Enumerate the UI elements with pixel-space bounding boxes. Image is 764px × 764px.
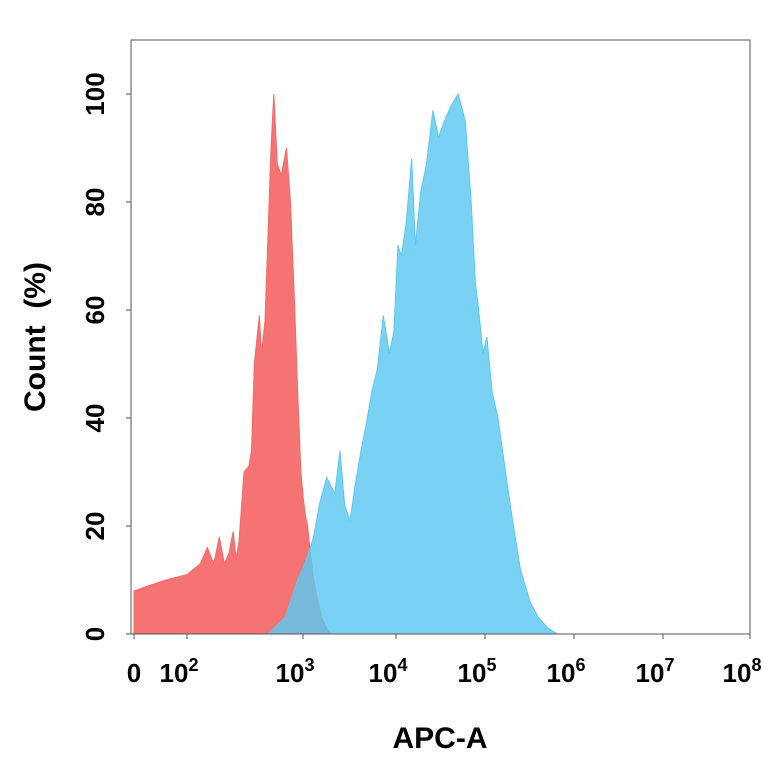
y-tick-label: 20 bbox=[80, 512, 110, 541]
y-axis: 0 20 40 60 80 100 bbox=[80, 72, 131, 641]
y-tick-label: 0 bbox=[80, 627, 110, 641]
x-tick-label: 0 bbox=[127, 658, 141, 688]
y-axis-title: Count (%) bbox=[19, 262, 52, 412]
y-tick-label: 80 bbox=[80, 188, 110, 217]
plot-frame bbox=[130, 39, 751, 635]
x-tick-label: 104 bbox=[369, 655, 408, 688]
x-axis-title: APC-A bbox=[393, 722, 488, 755]
x-tick-label: 106 bbox=[547, 655, 586, 688]
y-tick-label: 100 bbox=[80, 72, 110, 115]
x-tick-label: 107 bbox=[636, 655, 675, 688]
series-layer bbox=[133, 92, 559, 634]
x-tick-label: 105 bbox=[458, 655, 497, 688]
series-area-2 bbox=[134, 92, 559, 634]
y-tick-label: 60 bbox=[80, 296, 110, 325]
x-tick-label: 103 bbox=[276, 655, 315, 688]
x-tick-label: 102 bbox=[160, 655, 199, 688]
x-axis: 0 102 103 104 105 106 107 108 bbox=[127, 634, 762, 688]
y-tick-label: 40 bbox=[80, 404, 110, 433]
x-tick-label: 108 bbox=[723, 655, 762, 688]
series-area-1 bbox=[133, 93, 332, 634]
